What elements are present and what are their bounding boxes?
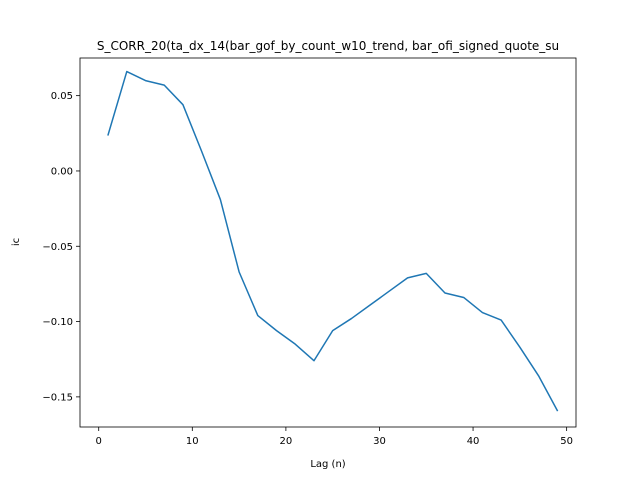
x-tick-label: 0 — [96, 436, 102, 447]
y-tick-label: 0.05 — [51, 91, 73, 102]
y-tick-label: −0.05 — [42, 242, 73, 253]
y-axis: 0.05 0.00 −0.05 −0.10 −0.15 — [42, 91, 80, 403]
x-axis: 0 10 20 30 40 50 — [96, 427, 573, 447]
y-axis-label: ic — [11, 238, 22, 246]
x-tick-label: 50 — [560, 436, 573, 447]
plot-area — [107, 70, 559, 412]
series-line-0 — [107, 70, 559, 412]
y-tick-label: −0.10 — [42, 317, 73, 328]
x-tick-label: 10 — [186, 436, 199, 447]
y-tick-label: 0.00 — [51, 166, 73, 177]
axes-frame — [79, 57, 577, 428]
x-tick-label: 40 — [467, 436, 480, 447]
chart-title: S_CORR_20(ta_dx_14(bar_gof_by_count_w10_… — [97, 39, 559, 53]
y-tick-label: −0.15 — [42, 392, 73, 403]
x-tick-label: 20 — [280, 436, 293, 447]
x-axis-label: Lag (n) — [310, 459, 345, 470]
x-tick-label: 30 — [373, 436, 386, 447]
